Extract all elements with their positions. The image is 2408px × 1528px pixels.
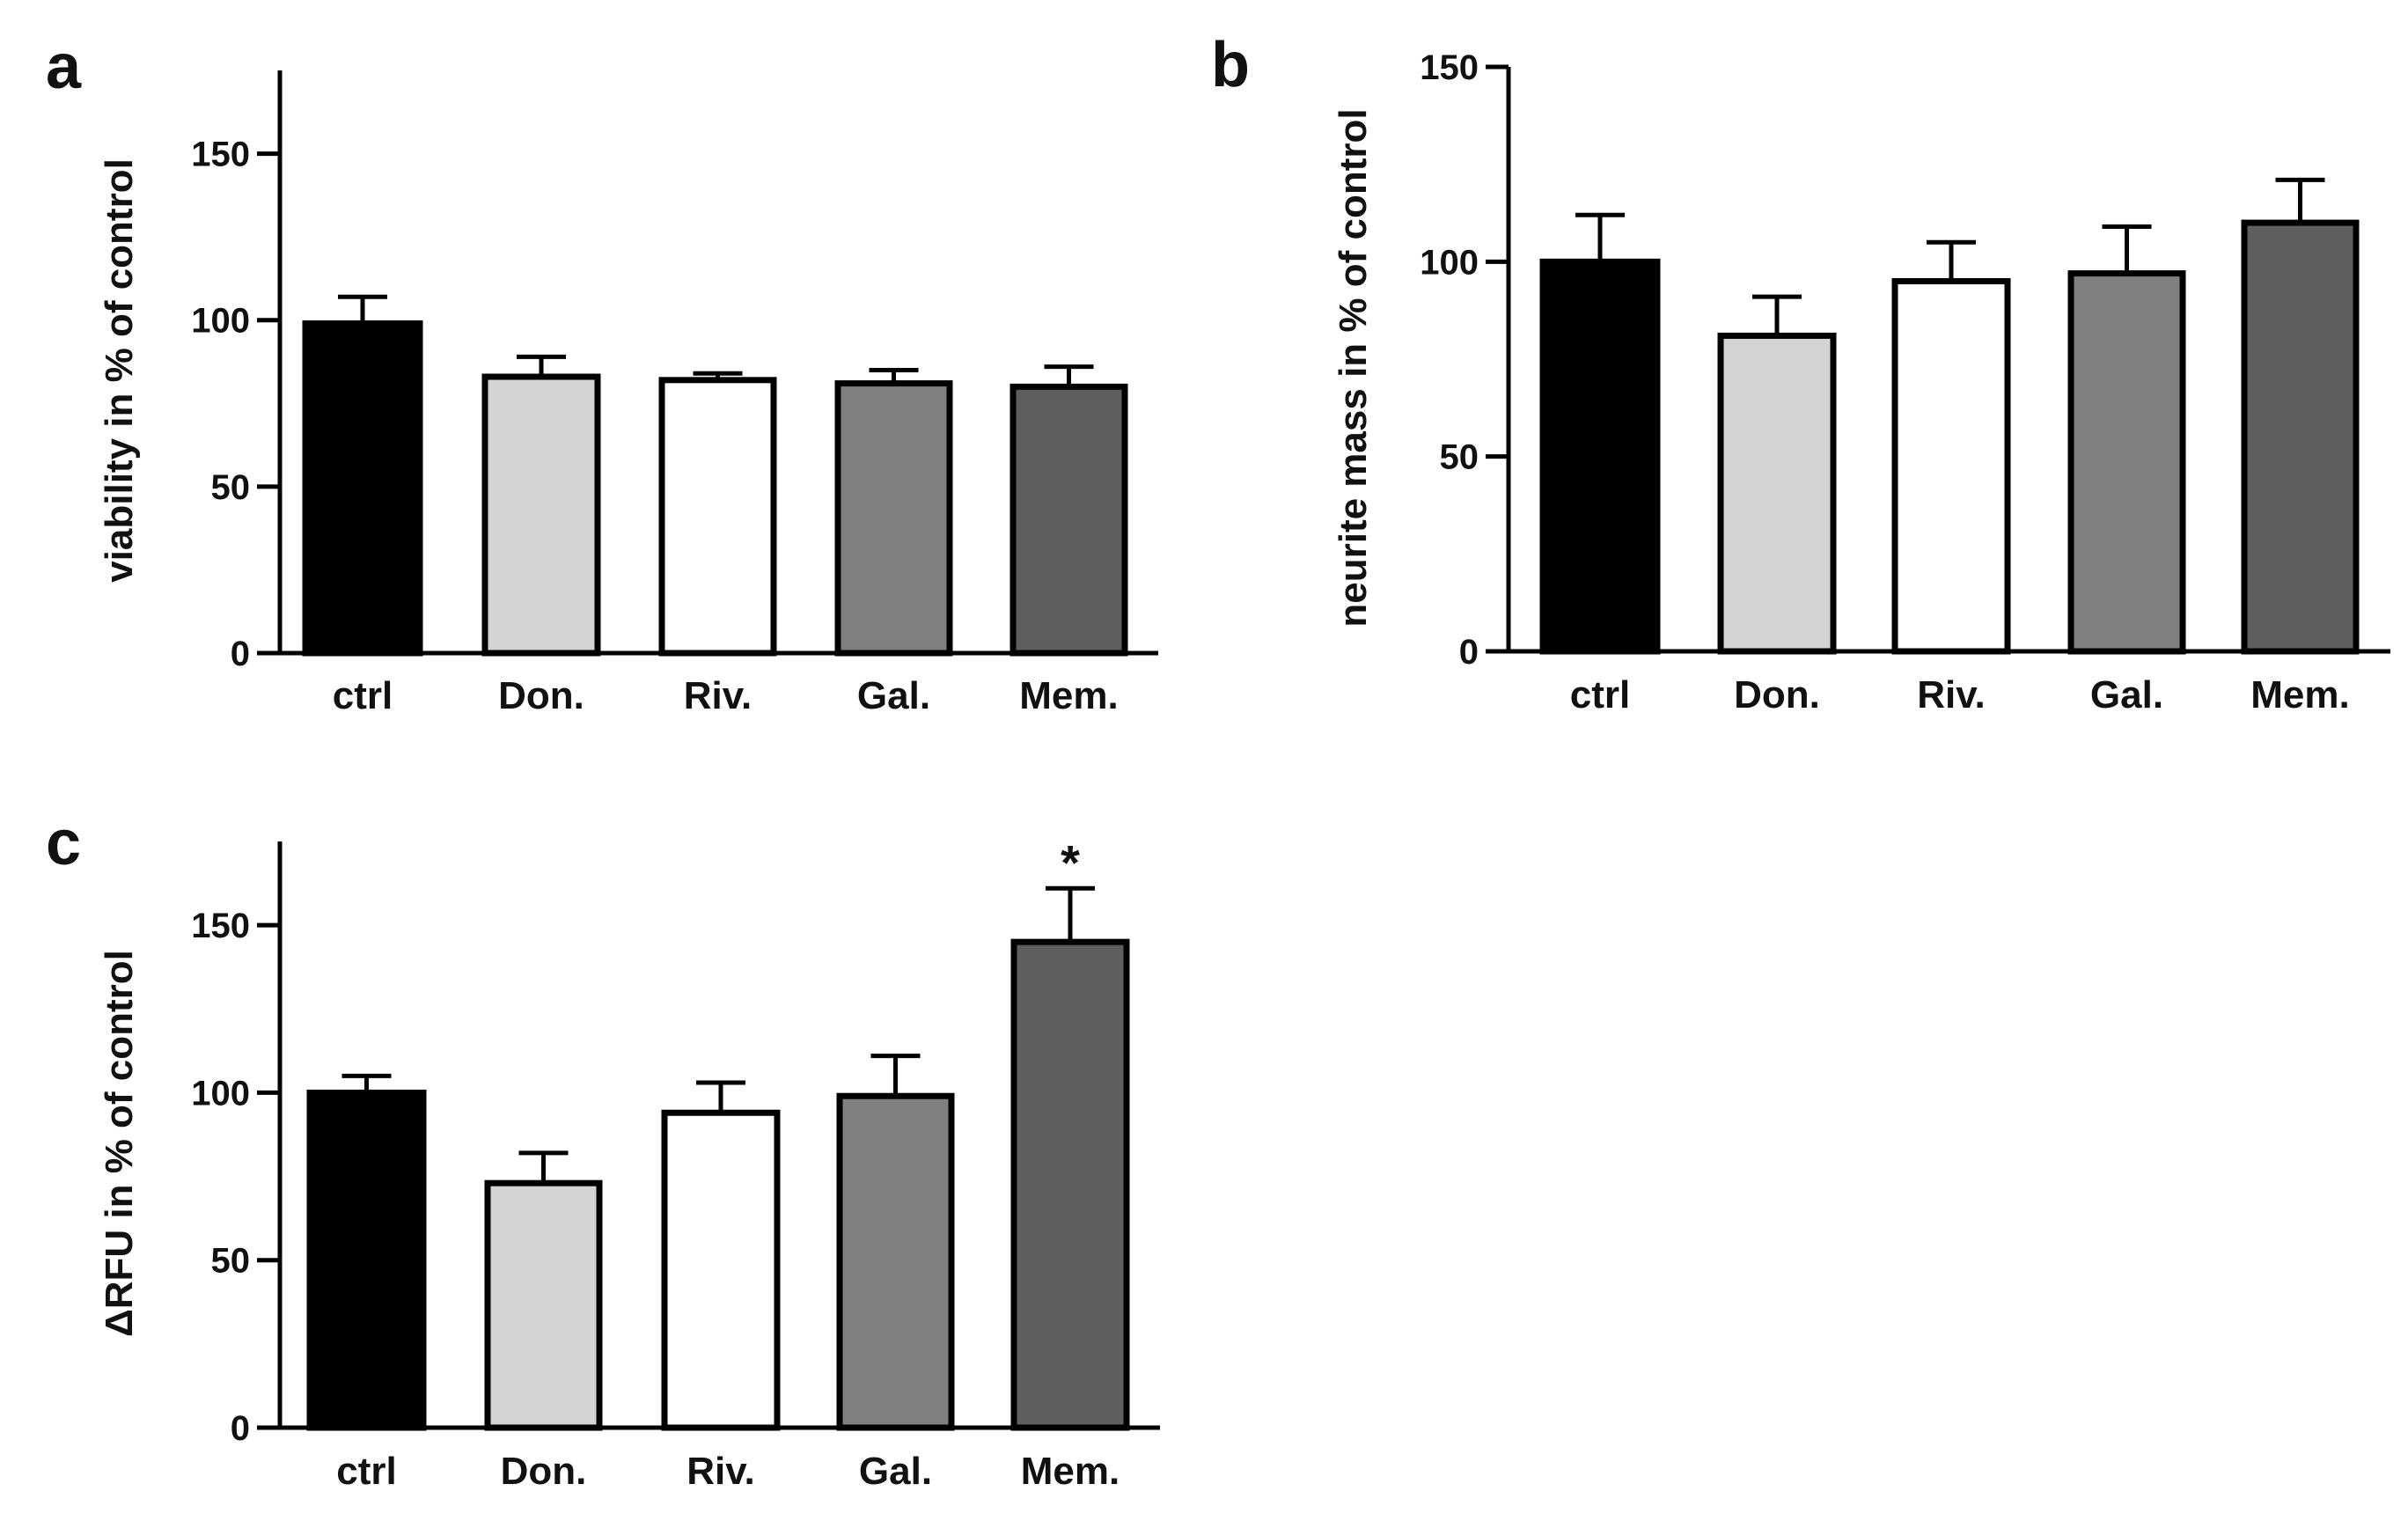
category-label: Riv.: [1917, 673, 1985, 716]
bar-don: [481, 373, 601, 657]
bar-don: [1717, 332, 1837, 655]
panel-c: c 0 50 100 150 ΔRFU in % of control ctrl Don. Ri…: [46, 808, 1160, 1493]
category-label: ctrl: [1570, 673, 1630, 716]
bar-riv: [1891, 277, 2011, 655]
y-tick-label: 100: [191, 302, 250, 341]
y-axis-title: ΔRFU in % of control: [98, 950, 141, 1337]
y-tick-label: 100: [1420, 243, 1479, 282]
y-tick-label: 100: [191, 1074, 250, 1113]
y-axis-title: neurite mass in % of control: [1332, 108, 1375, 627]
y-tick-label: 50: [211, 1242, 251, 1281]
y-tick-label: 150: [191, 136, 250, 174]
bar-gal: [2067, 270, 2186, 655]
y-tick-label: 50: [211, 468, 251, 507]
bar-ctrl: [1539, 258, 1661, 655]
category-label: Gal.: [2090, 673, 2163, 716]
bar-mem: [2241, 219, 2360, 655]
y-tick-label: 0: [231, 635, 250, 673]
y-tick-label: 0: [231, 1409, 250, 1448]
bar-riv: [661, 1109, 781, 1431]
panel-letter: b: [1211, 30, 1250, 100]
bar-gal: [834, 380, 953, 657]
bar-don: [484, 1179, 603, 1431]
category-label: Gal.: [859, 1450, 932, 1493]
bar-gal: [836, 1092, 955, 1431]
bar-mem: [1010, 938, 1130, 1431]
panel-letter: a: [46, 32, 82, 102]
y-tick-label: 150: [1420, 48, 1479, 87]
panel-a: a 0 50 100 150 viability in % of control ctrl D…: [46, 32, 1158, 717]
category-label: Mem.: [1019, 674, 1118, 717]
y-tick-label: 50: [1440, 438, 1479, 477]
category-label: Don.: [1734, 673, 1820, 716]
bar-mem: [1009, 383, 1128, 657]
bar-ctrl: [302, 320, 423, 657]
significance-marker: *: [1061, 834, 1080, 890]
panel-b: b 0 50 100 150 neurite mass in % of control ct…: [1211, 30, 2390, 716]
bar-riv: [658, 377, 777, 657]
category-label: ctrl: [333, 674, 393, 717]
y-axis-title: viability in % of control: [98, 158, 141, 583]
category-label: Riv.: [686, 1450, 754, 1493]
category-label: Riv.: [684, 674, 752, 717]
panel-letter: c: [46, 808, 81, 878]
category-label: Don.: [501, 1450, 587, 1493]
category-label: Don.: [498, 674, 584, 717]
category-label: ctrl: [336, 1450, 396, 1493]
category-label: Mem.: [1021, 1450, 1120, 1493]
category-label: Gal.: [857, 674, 930, 717]
y-tick-label: 0: [1459, 633, 1479, 672]
category-label: Mem.: [2250, 673, 2349, 716]
y-tick-label: 150: [191, 907, 250, 945]
bar-ctrl: [306, 1089, 427, 1431]
